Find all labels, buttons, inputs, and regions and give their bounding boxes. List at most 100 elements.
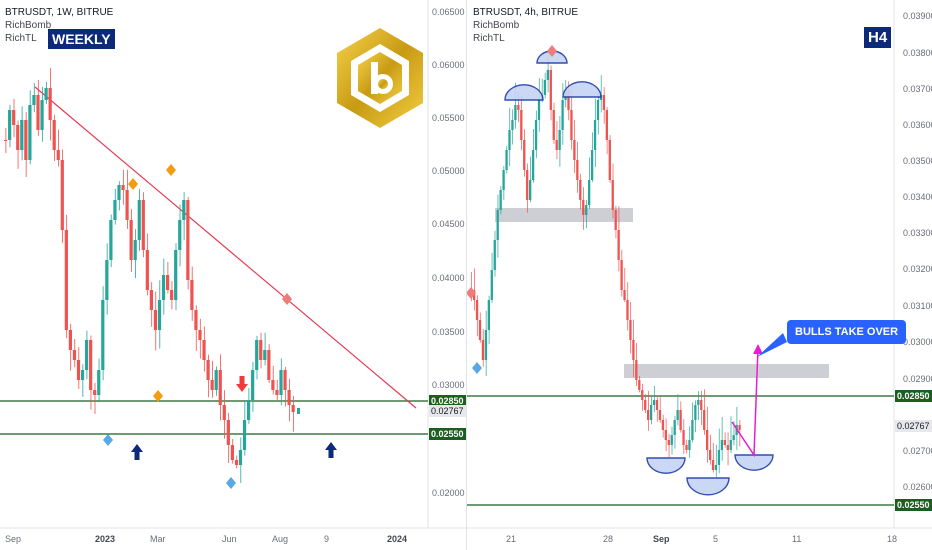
candle-body xyxy=(582,200,585,215)
candle-body xyxy=(44,88,48,100)
price-tag-bg xyxy=(895,390,932,402)
candle-body xyxy=(202,340,206,360)
candle-body xyxy=(664,430,667,440)
candle-body xyxy=(190,280,194,310)
candle-body xyxy=(676,410,679,420)
panel-divider xyxy=(466,0,467,550)
time-tick-label: Mar xyxy=(150,534,166,544)
candle-body xyxy=(694,405,697,420)
candle-body xyxy=(287,390,291,405)
descending-trendline xyxy=(34,86,417,409)
price-tag-label: 0.02850 xyxy=(431,396,464,406)
signal-diamond xyxy=(103,434,113,446)
candle-body xyxy=(226,420,230,445)
candle-body xyxy=(28,105,32,160)
time-tick-label: Aug xyxy=(272,534,288,544)
candle-body xyxy=(279,370,283,395)
candle-body xyxy=(635,360,638,380)
candle-body xyxy=(475,300,479,320)
candle-body xyxy=(32,95,36,105)
candle-body xyxy=(729,440,732,450)
candle-body xyxy=(517,105,520,110)
candle-body xyxy=(697,400,700,405)
left-shoulder-arc xyxy=(504,84,544,101)
candle-body xyxy=(141,200,145,250)
candle-body xyxy=(691,420,694,440)
candle-body xyxy=(170,290,174,300)
candle-body xyxy=(555,140,558,150)
price-tag-label: 0.02550 xyxy=(431,429,464,439)
price-tag-label: 0.02767 xyxy=(431,406,464,416)
bitrue-logo xyxy=(337,28,423,128)
candle-body xyxy=(585,205,588,215)
candle-body xyxy=(210,380,214,390)
candle-body xyxy=(611,180,614,210)
signal-diamond xyxy=(226,477,236,489)
candle-body xyxy=(644,400,647,410)
candle-body xyxy=(206,360,210,380)
inverse-left-shoulder-arc xyxy=(646,457,686,474)
price-tag-label: 0.02850 xyxy=(897,391,930,401)
candle-body xyxy=(36,95,40,130)
candle-body xyxy=(685,445,688,450)
price-tag-label: 0.02767 xyxy=(897,421,930,431)
symbol-header: BTRUSDT, 4h, BITRUE RichBomb RichTL xyxy=(473,6,578,45)
candle-body xyxy=(614,210,617,230)
candle-body xyxy=(529,180,532,200)
price-tag-label: 0.02550 xyxy=(897,500,930,510)
candle-body xyxy=(537,100,541,120)
time-tick-label: 2024 xyxy=(387,534,407,544)
candle-body xyxy=(700,400,703,410)
time-tick-label: 9 xyxy=(324,534,329,544)
candle-body xyxy=(543,80,547,95)
candle-body xyxy=(632,340,635,360)
weekly-chart-canvas[interactable]: 0.06500 0.06000 0.05500 0.05000 0.04500 0.040… xyxy=(0,0,466,550)
buy-arrow xyxy=(325,442,337,458)
candle-body xyxy=(251,370,255,400)
candle-body xyxy=(558,130,561,150)
price-tag-bg xyxy=(429,395,466,407)
candle-body xyxy=(481,340,485,360)
candle-body xyxy=(56,150,60,160)
candle-body xyxy=(186,200,190,280)
candle-body xyxy=(499,190,502,210)
candle-body xyxy=(125,190,129,220)
candle-body xyxy=(182,200,186,220)
candle-body xyxy=(590,150,594,180)
time-tick-label: Sep xyxy=(653,534,670,544)
price-tick-label: 0.06000 xyxy=(432,60,465,70)
candle-body xyxy=(68,330,72,350)
timeframe-badge: H4 xyxy=(864,27,892,48)
time-tick-label: 11 xyxy=(792,534,801,544)
candle-body xyxy=(487,300,490,330)
candle-body xyxy=(720,440,724,450)
candle-body xyxy=(113,200,117,220)
candle-body xyxy=(234,460,239,465)
candle-body xyxy=(531,150,535,180)
price-tick-label: 0.05500 xyxy=(432,113,465,123)
price-tick-label: 0.03500 xyxy=(432,327,465,337)
symbol-line: BTRUSDT, 4h, BITRUE xyxy=(473,7,579,18)
indicator-richbomb: RichBomb xyxy=(473,20,520,31)
weekly-chart-panel[interactable]: 0.06500 0.06000 0.05500 0.05000 0.04500 0.040… xyxy=(0,0,466,550)
candle-body xyxy=(157,300,162,330)
sell-arrow xyxy=(236,376,248,392)
candle-body xyxy=(647,410,650,420)
candle-body xyxy=(490,270,493,300)
callout-pointer xyxy=(757,333,787,357)
candle-body xyxy=(708,450,712,460)
candle-body xyxy=(570,110,573,140)
candle-body xyxy=(549,70,552,110)
price-tick-label: 0.04500 xyxy=(432,219,465,229)
inverse-head-arc xyxy=(686,477,730,496)
candle-body xyxy=(508,130,511,150)
time-tick-label: Sep xyxy=(5,534,21,544)
candle-body xyxy=(214,370,218,390)
